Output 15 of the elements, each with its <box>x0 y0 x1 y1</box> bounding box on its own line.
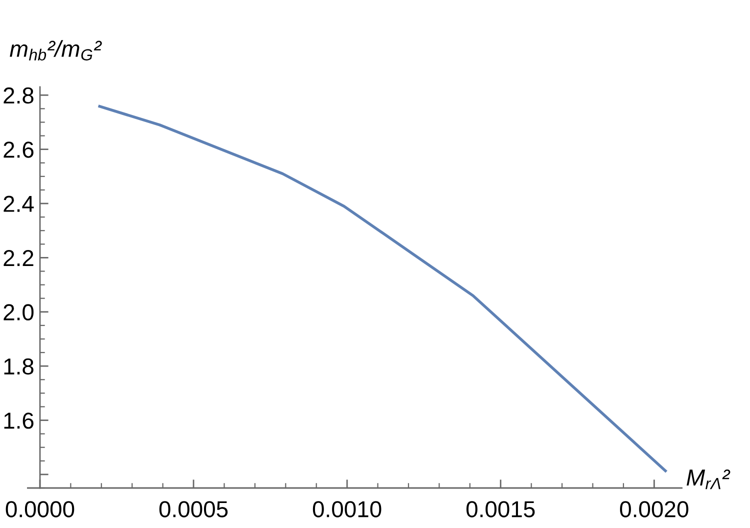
y-tick-label: 2.0 <box>4 304 34 320</box>
y-tick-label: 2.2 <box>4 250 34 266</box>
y-tick-label: 1.8 <box>4 358 34 375</box>
x-axis-title: M$_{rΛ}$² <box>686 470 730 490</box>
line-series <box>96 104 668 474</box>
x-tick-label: 0.0000 <box>6 501 74 518</box>
y-tick-label: 2.6 <box>4 142 34 158</box>
x-tick-label: 0.0010 <box>312 501 382 518</box>
x-tick-label: 0.0015 <box>466 501 535 518</box>
y-tick-label: 2.4 <box>4 196 34 212</box>
y-tick-label: 1.6 <box>4 412 34 429</box>
y-tick-label: 2.8 <box>4 87 34 104</box>
x-tick-label: 0.0020 <box>620 501 688 518</box>
y-axis-title: m$_{hb}$²/m$_{G}$² <box>10 40 102 60</box>
x-tick-label: 0.0005 <box>159 501 228 518</box>
